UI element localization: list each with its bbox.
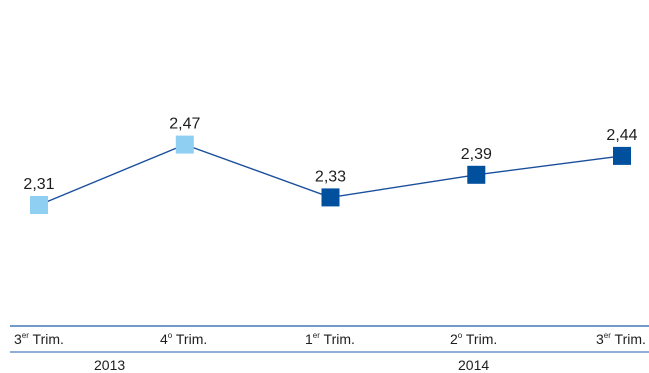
data-point-marker-2 [321, 188, 340, 207]
data-label-2: 2,33 [315, 168, 346, 185]
data-label-3: 2,39 [461, 146, 492, 163]
x-tick-label-2: 1er Trim. [305, 331, 355, 347]
year-label-2013: 2013 [94, 357, 126, 373]
data-point-marker-0 [30, 196, 48, 214]
x-tick-label-3: 2o Trim. [450, 331, 498, 347]
data-label-0: 2,31 [23, 176, 54, 193]
x-tick-label-4: 3er Trim. [596, 331, 646, 347]
data-point-marker-1 [175, 135, 194, 154]
year-label-2014: 2014 [458, 357, 490, 373]
x-tick-label-1: 4o Trim. [160, 331, 208, 347]
data-label-4: 2,44 [606, 127, 637, 144]
x-tick-label-0: 3er Trim. [14, 331, 64, 347]
data-point-marker-4 [613, 146, 631, 165]
data-point-marker-3 [467, 165, 486, 184]
data-label-1: 2,47 [169, 116, 200, 133]
